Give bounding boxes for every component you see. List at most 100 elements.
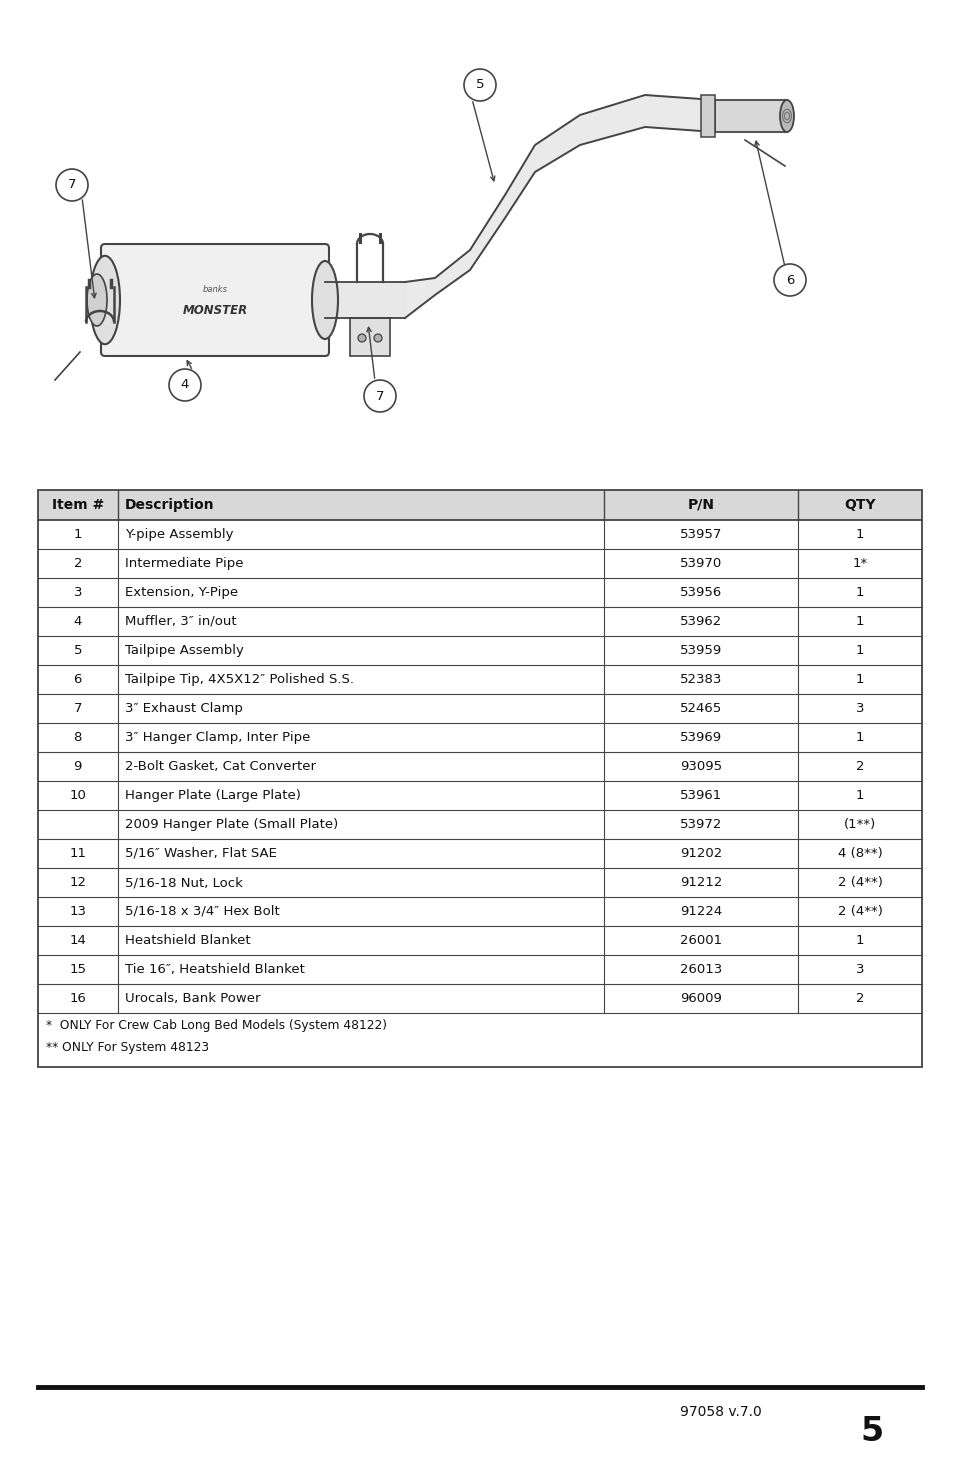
Text: Y-pipe Assembly: Y-pipe Assembly xyxy=(125,528,233,541)
Circle shape xyxy=(463,69,496,100)
Text: 5/16″ Washer, Flat SAE: 5/16″ Washer, Flat SAE xyxy=(125,847,276,860)
Text: 3″ Hanger Clamp, Inter Pipe: 3″ Hanger Clamp, Inter Pipe xyxy=(125,732,310,743)
Text: 4 (8**): 4 (8**) xyxy=(837,847,882,860)
Text: Extension, Y-Pipe: Extension, Y-Pipe xyxy=(125,586,237,599)
Text: 97058 v.7.0: 97058 v.7.0 xyxy=(679,1406,760,1419)
FancyBboxPatch shape xyxy=(101,243,329,355)
Text: 2: 2 xyxy=(855,760,863,773)
Text: 12: 12 xyxy=(70,876,86,889)
Text: 3: 3 xyxy=(855,963,863,976)
Text: 96009: 96009 xyxy=(679,993,721,1004)
Text: 2 (4**): 2 (4**) xyxy=(837,906,882,917)
Text: 53959: 53959 xyxy=(679,645,721,656)
Text: P/N: P/N xyxy=(687,499,714,512)
Text: 3″ Exhaust Clamp: 3″ Exhaust Clamp xyxy=(125,702,242,715)
Text: Muffler, 3″ in/out: Muffler, 3″ in/out xyxy=(125,615,236,628)
Text: 10: 10 xyxy=(70,789,86,802)
Text: 53970: 53970 xyxy=(679,558,721,569)
Text: MONSTER: MONSTER xyxy=(182,304,247,317)
Text: 53972: 53972 xyxy=(679,819,721,830)
Circle shape xyxy=(374,333,381,342)
Text: 2009 Hanger Plate (Small Plate): 2009 Hanger Plate (Small Plate) xyxy=(125,819,337,830)
Text: 53956: 53956 xyxy=(679,586,721,599)
Text: 91224: 91224 xyxy=(679,906,721,917)
Bar xyxy=(38,490,921,1066)
Text: 53969: 53969 xyxy=(679,732,721,743)
Text: 52383: 52383 xyxy=(679,673,721,686)
Text: 26013: 26013 xyxy=(679,963,721,976)
Polygon shape xyxy=(405,94,714,319)
Text: 7: 7 xyxy=(375,389,384,403)
Bar xyxy=(38,490,921,521)
Text: Urocals, Bank Power: Urocals, Bank Power xyxy=(125,993,260,1004)
Text: 4: 4 xyxy=(181,379,189,391)
Text: 2: 2 xyxy=(855,993,863,1004)
Text: 9: 9 xyxy=(73,760,82,773)
Text: 5/16-18 Nut, Lock: 5/16-18 Nut, Lock xyxy=(125,876,242,889)
Text: 16: 16 xyxy=(70,993,86,1004)
Text: 1: 1 xyxy=(73,528,82,541)
Text: 5: 5 xyxy=(859,1415,882,1448)
Text: 7: 7 xyxy=(68,178,76,192)
Text: 4: 4 xyxy=(73,615,82,628)
Circle shape xyxy=(364,381,395,412)
Text: Tailpipe Assembly: Tailpipe Assembly xyxy=(125,645,243,656)
Text: *  ONLY For Crew Cab Long Bed Models (System 48122): * ONLY For Crew Cab Long Bed Models (Sys… xyxy=(46,1019,387,1032)
Text: 1: 1 xyxy=(855,615,863,628)
Text: 2: 2 xyxy=(73,558,82,569)
Bar xyxy=(700,94,714,137)
Text: 13: 13 xyxy=(70,906,86,917)
Text: 1: 1 xyxy=(855,528,863,541)
Circle shape xyxy=(169,369,201,401)
Bar xyxy=(714,100,786,131)
Ellipse shape xyxy=(87,274,107,326)
Text: Item #: Item # xyxy=(51,499,104,512)
Ellipse shape xyxy=(780,100,793,131)
Circle shape xyxy=(56,170,88,201)
Text: 11: 11 xyxy=(70,847,86,860)
Text: 2 (4**): 2 (4**) xyxy=(837,876,882,889)
Text: 1: 1 xyxy=(855,586,863,599)
Text: 1: 1 xyxy=(855,645,863,656)
Text: 52465: 52465 xyxy=(679,702,721,715)
Text: (1**): (1**) xyxy=(843,819,875,830)
Text: Hanger Plate (Large Plate): Hanger Plate (Large Plate) xyxy=(125,789,300,802)
Text: 6: 6 xyxy=(73,673,82,686)
Text: Heatshield Blanket: Heatshield Blanket xyxy=(125,934,250,947)
Text: 91212: 91212 xyxy=(679,876,721,889)
Text: 7: 7 xyxy=(73,702,82,715)
Text: Description: Description xyxy=(125,499,214,512)
Text: 1: 1 xyxy=(855,732,863,743)
Text: banks: banks xyxy=(202,286,227,295)
Text: 26001: 26001 xyxy=(679,934,721,947)
Text: 91202: 91202 xyxy=(679,847,721,860)
Text: 15: 15 xyxy=(70,963,86,976)
Text: 53957: 53957 xyxy=(679,528,721,541)
Text: 5/16-18 x 3/4″ Hex Bolt: 5/16-18 x 3/4″ Hex Bolt xyxy=(125,906,279,917)
Text: 6: 6 xyxy=(785,273,793,286)
Text: 2-Bolt Gasket, Cat Converter: 2-Bolt Gasket, Cat Converter xyxy=(125,760,315,773)
Text: 1*: 1* xyxy=(852,558,867,569)
Text: Tailpipe Tip, 4X5X12″ Polished S.S.: Tailpipe Tip, 4X5X12″ Polished S.S. xyxy=(125,673,354,686)
Circle shape xyxy=(773,264,805,296)
Text: ** ONLY For System 48123: ** ONLY For System 48123 xyxy=(46,1041,209,1055)
Bar xyxy=(350,319,390,355)
Text: 1: 1 xyxy=(855,934,863,947)
Text: 5: 5 xyxy=(476,78,484,91)
Ellipse shape xyxy=(90,255,120,344)
Text: 53962: 53962 xyxy=(679,615,721,628)
Text: QTY: QTY xyxy=(843,499,875,512)
Text: 3: 3 xyxy=(855,702,863,715)
Text: Intermediate Pipe: Intermediate Pipe xyxy=(125,558,243,569)
Text: 1: 1 xyxy=(855,789,863,802)
Text: 53961: 53961 xyxy=(679,789,721,802)
Text: 8: 8 xyxy=(73,732,82,743)
Text: 3: 3 xyxy=(73,586,82,599)
Ellipse shape xyxy=(312,261,337,339)
Text: 1: 1 xyxy=(855,673,863,686)
Text: 93095: 93095 xyxy=(679,760,721,773)
Text: 14: 14 xyxy=(70,934,86,947)
Text: Tie 16″, Heatshield Blanket: Tie 16″, Heatshield Blanket xyxy=(125,963,304,976)
Circle shape xyxy=(357,333,366,342)
Text: 5: 5 xyxy=(73,645,82,656)
